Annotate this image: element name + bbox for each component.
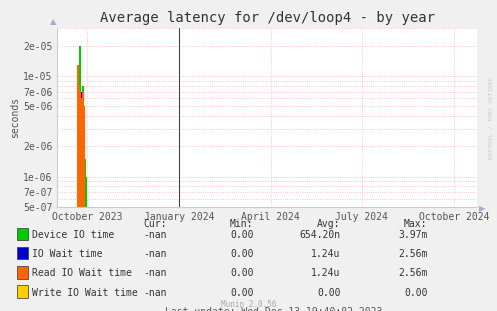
Text: -nan: -nan [143, 230, 166, 240]
Text: 2.56m: 2.56m [398, 249, 427, 259]
Text: RRDTOOL / TOBI OETIKER: RRDTOOL / TOBI OETIKER [489, 77, 494, 160]
Text: 1.24u: 1.24u [311, 249, 340, 259]
Text: Last update: Wed Dec 13 19:40:02 2023: Last update: Wed Dec 13 19:40:02 2023 [165, 307, 382, 311]
Title: Average latency for /dev/loop4 - by year: Average latency for /dev/loop4 - by year [99, 12, 435, 26]
Text: ▲: ▲ [50, 17, 56, 26]
Text: Avg:: Avg: [317, 219, 340, 229]
Text: 0.00: 0.00 [230, 288, 253, 298]
Text: 3.97m: 3.97m [398, 230, 427, 240]
Text: Min:: Min: [230, 219, 253, 229]
Text: ▶: ▶ [479, 204, 486, 213]
Text: 0.00: 0.00 [230, 230, 253, 240]
Text: Read IO Wait time: Read IO Wait time [32, 268, 132, 278]
Text: 654.20n: 654.20n [299, 230, 340, 240]
Text: -nan: -nan [143, 268, 166, 278]
Text: 0.00: 0.00 [404, 288, 427, 298]
Text: IO Wait time: IO Wait time [32, 249, 103, 259]
Text: -nan: -nan [143, 288, 166, 298]
Text: -nan: -nan [143, 249, 166, 259]
Text: 0.00: 0.00 [230, 268, 253, 278]
Text: 0.00: 0.00 [230, 249, 253, 259]
Text: Munin 2.0.56: Munin 2.0.56 [221, 300, 276, 309]
Text: Max:: Max: [404, 219, 427, 229]
Y-axis label: seconds: seconds [10, 97, 20, 138]
Text: 1.24u: 1.24u [311, 268, 340, 278]
Text: 2.56m: 2.56m [398, 268, 427, 278]
Text: 0.00: 0.00 [317, 288, 340, 298]
Text: Write IO Wait time: Write IO Wait time [32, 288, 138, 298]
Text: Cur:: Cur: [143, 219, 166, 229]
Text: Device IO time: Device IO time [32, 230, 114, 240]
